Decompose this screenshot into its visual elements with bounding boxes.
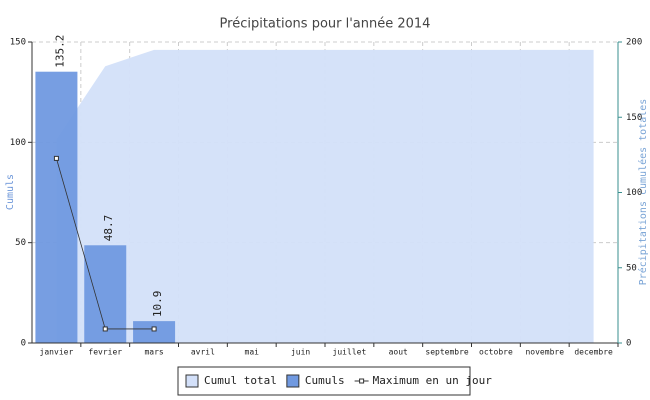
x-tick-label: juillet xyxy=(333,348,367,357)
legend-label: Cumuls xyxy=(305,374,345,387)
y-tick-label: 100 xyxy=(10,138,26,148)
line-marker xyxy=(102,326,108,332)
y-tick-label: 0 xyxy=(21,339,26,349)
x-tick-label: novembre xyxy=(525,348,564,357)
bar-value-label: 10.9 xyxy=(151,291,164,318)
bar-value-label: 48.7 xyxy=(102,215,115,242)
x-tick-label: mai xyxy=(245,348,260,357)
x-tick-label: aout xyxy=(389,348,408,357)
bar xyxy=(35,71,78,343)
legend-box xyxy=(177,366,471,396)
x-tick-label: octobre xyxy=(479,348,513,357)
x-tick-label: mars xyxy=(144,348,163,357)
legend-swatch xyxy=(185,374,199,388)
x-tick-label: juin xyxy=(291,348,310,357)
y2-tick-label: 50 xyxy=(626,263,637,273)
line-marker xyxy=(151,326,157,332)
x-tick-label: avril xyxy=(191,348,215,357)
y-tick-label: 150 xyxy=(10,38,26,48)
x-tick-label: decembre xyxy=(574,348,613,357)
bar xyxy=(133,321,176,343)
y2-tick-label: 100 xyxy=(626,188,642,198)
area xyxy=(56,49,594,344)
legend-label: Maximum en un jour xyxy=(373,374,493,387)
y2-tick-label: 150 xyxy=(626,113,642,123)
line-marker xyxy=(53,155,59,161)
chart-title: Précipitations pour l'année 2014 xyxy=(220,17,431,32)
legend-marker xyxy=(359,378,365,384)
x-tick-label: septembre xyxy=(425,348,469,357)
bar-value-label: 135.2 xyxy=(53,35,66,68)
y2-tick-label: 200 xyxy=(626,38,642,48)
x-tick-label: fevrier xyxy=(88,348,122,357)
x-tick-label: janvier xyxy=(40,348,74,357)
y-tick-label: 50 xyxy=(15,238,26,248)
y2-axis-label: Précipitations cumulées totales xyxy=(637,99,649,286)
y-axis-label: Cumuls xyxy=(5,174,16,210)
legend-swatch xyxy=(286,374,300,388)
y2-tick-label: 0 xyxy=(626,339,631,349)
legend-label: Cumul total xyxy=(204,374,277,387)
